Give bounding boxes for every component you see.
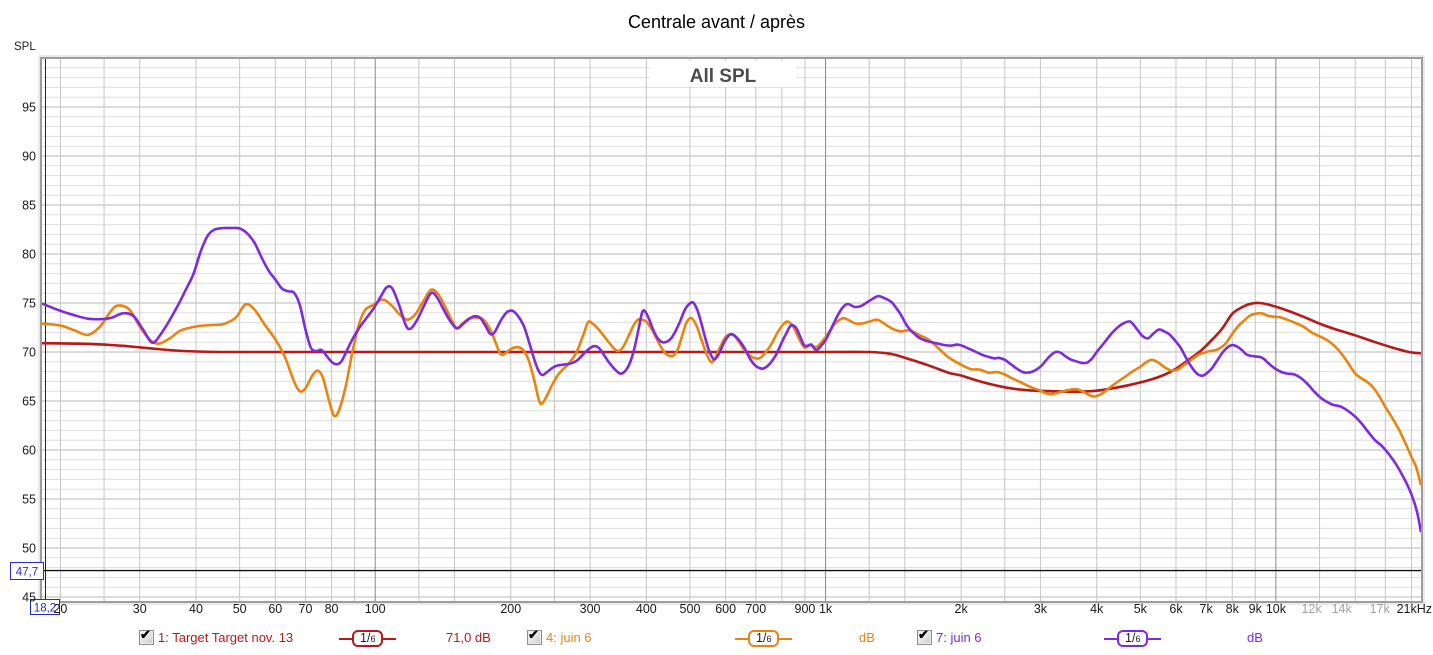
svg-text:85: 85 — [22, 199, 36, 213]
smoothing-fraction: 1/6 — [1117, 630, 1149, 647]
legend-value-juin6-purple: dB — [1247, 630, 1263, 645]
badge-line-right — [779, 637, 793, 640]
badge-line-right — [1148, 637, 1162, 640]
smoothing-badge-juin6-orange: 1/6 — [735, 630, 793, 647]
svg-text:45: 45 — [22, 591, 36, 605]
smoothing-fraction: 1/6 — [352, 630, 384, 647]
smoothing-fraction: 1/6 — [748, 630, 780, 647]
svg-text:1k: 1k — [819, 602, 833, 616]
svg-text:4k: 4k — [1090, 602, 1104, 616]
x-axis-labels: 20 30 40 50 60 70 80 100 200 300 400 500 600 700 900 1k… — [53, 602, 1432, 616]
svg-text:47,7: 47,7 — [16, 567, 38, 579]
legend-checkbox-juin6-purple[interactable]: ✔ — [917, 627, 932, 645]
svg-text:21kHz: 21kHz — [1397, 602, 1432, 616]
svg-text:50: 50 — [22, 542, 36, 556]
cursor-crosshair — [42, 59, 1421, 601]
svg-text:70: 70 — [22, 346, 36, 360]
trace-7-juin-6 — [42, 226, 1421, 533]
svg-text:60: 60 — [268, 602, 282, 616]
svg-text:400: 400 — [636, 602, 657, 616]
svg-text:75: 75 — [22, 297, 36, 311]
checkmark-icon: ✔ — [140, 627, 151, 642]
plot-heading: All SPL — [690, 66, 757, 87]
badge-line-left — [1104, 637, 1117, 640]
legend-value-target: 71,0 dB — [446, 630, 491, 645]
legend-label-juin6-purple[interactable]: 7: juin 6 — [936, 630, 982, 645]
svg-text:600: 600 — [715, 602, 736, 616]
plot-heading-backing — [650, 61, 796, 87]
badge-line-left — [735, 637, 748, 640]
svg-text:100: 100 — [365, 602, 386, 616]
plot-outer-border — [38, 55, 1425, 605]
svg-text:80: 80 — [325, 602, 339, 616]
svg-text:5k: 5k — [1134, 602, 1148, 616]
svg-text:200: 200 — [500, 602, 521, 616]
svg-text:12k: 12k — [1301, 602, 1322, 616]
svg-text:70: 70 — [299, 602, 313, 616]
svg-text:300: 300 — [580, 602, 601, 616]
svg-text:55: 55 — [22, 493, 36, 507]
svg-text:20: 20 — [53, 602, 67, 616]
plot-border — [40, 57, 1423, 603]
badge-line-left — [339, 637, 352, 640]
legend-value-juin6-orange: dB — [859, 630, 875, 645]
legend-checkbox-target[interactable]: ✔ — [139, 627, 154, 645]
y-axis-unit-label: SPL — [14, 41, 36, 53]
svg-text:30: 30 — [133, 602, 147, 616]
cursor-x-readout: 18,2 — [30, 599, 60, 615]
svg-text:40: 40 — [189, 602, 203, 616]
badge-line-right — [383, 637, 397, 640]
svg-text:18,2: 18,2 — [34, 603, 56, 615]
svg-text:60: 60 — [22, 444, 36, 458]
trace-4-juin-6 — [42, 288, 1421, 486]
svg-text:17k: 17k — [1370, 602, 1391, 616]
svg-text:3k: 3k — [1034, 602, 1048, 616]
svg-text:50: 50 — [233, 602, 247, 616]
smoothing-badge-target: 1/6 — [339, 630, 397, 647]
checkmark-icon: ✔ — [528, 627, 539, 642]
legend-label-juin6-orange[interactable]: 4: juin 6 — [546, 630, 592, 645]
svg-text:900: 900 — [795, 602, 816, 616]
svg-text:80: 80 — [22, 248, 36, 262]
svg-text:8k: 8k — [1226, 602, 1240, 616]
svg-text:65: 65 — [22, 395, 36, 409]
svg-text:500: 500 — [680, 602, 701, 616]
svg-text:10k: 10k — [1266, 602, 1287, 616]
y-axis-labels: 95 90 85 80 75 70 65 60 55 50 45 — [22, 101, 36, 605]
checkmark-icon: ✔ — [918, 627, 929, 642]
svg-text:2k: 2k — [955, 602, 969, 616]
legend-label-target[interactable]: 1: Target Target nov. 13 — [158, 630, 294, 645]
svg-text:9k: 9k — [1249, 602, 1263, 616]
chart-title: Centrale avant / après — [627, 12, 806, 32]
svg-text:95: 95 — [22, 101, 36, 115]
svg-text:90: 90 — [22, 150, 36, 164]
svg-text:6k: 6k — [1169, 602, 1183, 616]
svg-text:7k: 7k — [1200, 602, 1214, 616]
svg-text:700: 700 — [745, 602, 766, 616]
cursor-y-readout: 47,7 — [10, 562, 44, 580]
trace-target — [42, 301, 1421, 394]
smoothing-badge-juin6-purple: 1/6 — [1104, 630, 1162, 647]
legend-checkbox-juin6-orange[interactable]: ✔ — [527, 627, 542, 645]
svg-text:14k: 14k — [1332, 602, 1353, 616]
